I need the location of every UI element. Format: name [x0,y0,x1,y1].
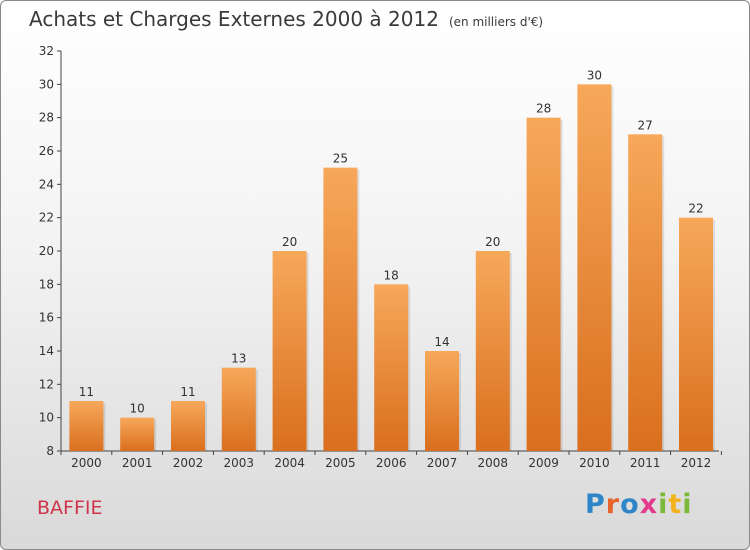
bar [425,351,459,451]
y-tick-label: 32 [39,44,54,58]
bar-value-label: 28 [536,102,551,116]
y-tick-label: 8 [46,444,54,458]
bar-value-label: 11 [180,385,195,399]
bar [221,367,256,451]
bar [679,217,713,451]
bar [374,284,409,451]
y-tick-label: 30 [39,77,54,91]
bar-value-label: 13 [231,352,246,366]
y-tick-label: 18 [39,277,54,291]
y-tick-label: 24 [39,177,54,191]
bar-value-label: 30 [587,68,602,82]
bar-value-label: 10 [130,402,145,416]
y-tick-label: 26 [39,144,54,158]
bar [475,251,510,451]
bar [526,117,561,452]
y-tick-label: 28 [39,111,54,125]
x-tick-label: 2004 [274,456,305,470]
bar [120,417,155,451]
bar [628,134,663,452]
town-name: BAFFIE [37,497,103,519]
x-tick-label: 2001 [122,456,153,470]
x-tick-label: 2011 [630,456,661,470]
y-tick-label: 10 [39,411,54,425]
bar [323,167,358,451]
x-tick-label: 2009 [528,456,559,470]
bar [171,401,205,451]
y-tick-label: 14 [39,344,54,358]
bar-value-label: 22 [688,202,703,216]
bar [577,84,612,451]
bar-value-label: 25 [333,152,348,166]
x-tick-label: 2007 [427,456,458,470]
x-tick-label: 2000 [71,456,102,470]
x-tick-label: 2005 [325,456,356,470]
bar-value-label: 20 [282,235,297,249]
bar-value-label: 18 [384,268,399,282]
x-tick-label: 2008 [478,456,509,470]
bar-value-label: 27 [638,118,653,132]
bar-value-label: 14 [434,335,449,349]
x-tick-label: 2010 [579,456,610,470]
title-text: Achats et Charges Externes 2000 à 2012 [29,7,439,31]
chart-subtitle: (en milliers d'€) [448,15,544,29]
bar [69,401,104,451]
y-tick-label: 22 [39,211,54,225]
bar-value-label: 11 [79,385,94,399]
x-tick-label: 2003 [224,456,255,470]
proxiti-logo: Proxiti [585,489,693,520]
y-tick-label: 16 [39,311,54,325]
chart-title: Achats et Charges Externes 2000 à 2012 (e… [29,7,543,31]
y-tick-label: 12 [39,377,54,391]
x-tick-label: 2012 [681,456,712,470]
x-tick-label: 2002 [173,456,204,470]
x-tick-label: 2006 [376,456,407,470]
y-tick-label: 20 [39,244,54,258]
bar-value-label: 20 [485,235,500,249]
bar [272,251,307,451]
